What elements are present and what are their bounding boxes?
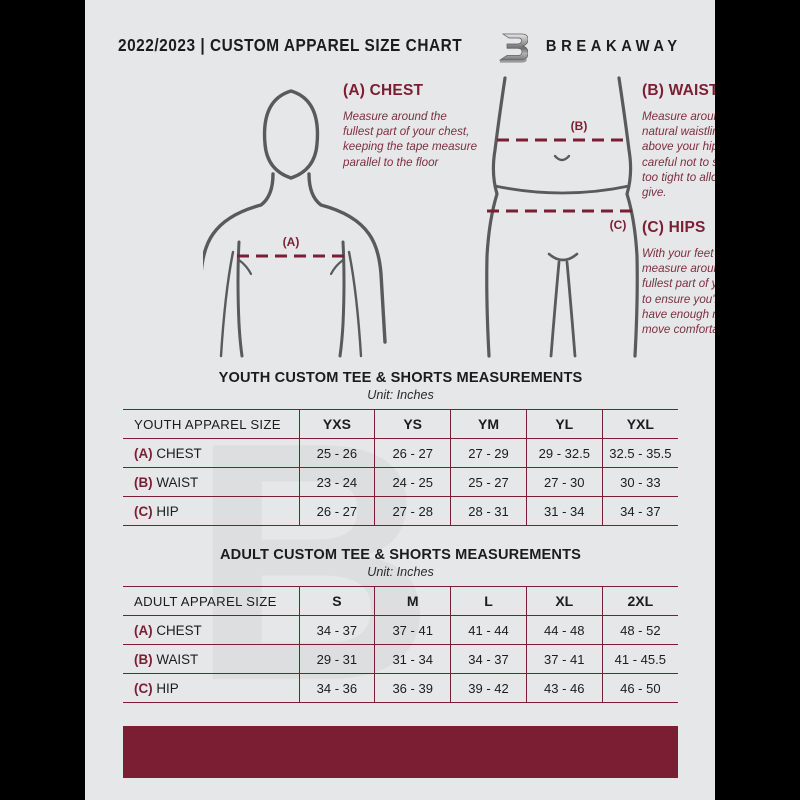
adult-waist-s: 29 - 31 [299,644,376,674]
label-chest: CHEST [156,445,202,461]
adult-chest-m: 37 - 41 [374,615,452,645]
adult-hip-2xl: 46 - 50 [602,673,678,703]
instruction-hips: (C) HIPS With your feet together, measur… [642,219,715,337]
marker-b: (B) [134,474,153,490]
brand-name: BREAKAWAY [546,38,683,55]
adult-size-col-2: L [450,586,527,616]
marker-a: (A) [134,622,153,638]
upper-body-figure: (A) [203,89,387,358]
chest-marker-label: (A) [283,235,300,249]
youth-measurements-table: YOUTH APPAREL SIZE YXS YS YM YL YXL (A) … [123,409,678,526]
adult-size-col-4: 2XL [602,586,678,616]
adult-table-unit: Unit: Inches [367,565,434,579]
waist-marker-label: (B) [571,119,588,133]
lower-body-figure: (B) (C) [485,76,639,358]
instruction-hips-body: With your feet together, measure around … [642,247,715,337]
page-header: 2022/2023 | CUSTOM APPAREL SIZE CHART BR… [85,28,715,64]
table-row: (C) HIP 26 - 27 27 - 28 28 - 31 31 - 34 … [123,496,678,526]
youth-hip-ym: 28 - 31 [450,496,527,526]
label-waist: WAIST [156,651,199,667]
youth-table-section: YOUTH CUSTOM TEE & SHORTS MEASUREMENTS U… [123,370,678,526]
youth-waist-yxl: 30 - 33 [602,467,678,497]
youth-waist-yl: 27 - 30 [526,467,603,497]
label-waist: WAIST [156,474,199,490]
size-chart-page: B 2022/2023 | CUSTOM APPAREL SIZE CHART [85,0,715,800]
page-title: 2022/2023 | CUSTOM APPAREL SIZE CHART [118,34,463,55]
adult-waist-l: 34 - 37 [450,644,527,674]
youth-waist-yxs: 23 - 24 [299,467,376,497]
adult-hip-m: 36 - 39 [374,673,452,703]
instruction-chest-body: Measure around the fullest part of your … [343,110,478,169]
adult-waist-xl: 37 - 41 [526,644,603,674]
youth-size-col-1: YS [374,409,452,439]
youth-size-col-4: YXL [602,409,678,439]
youth-hip-yxl: 34 - 37 [602,496,678,526]
label-hip: HIP [156,680,179,696]
marker-b: (B) [134,651,153,667]
adult-size-col-1: M [374,586,452,616]
youth-row-label-hip: (C) HIP [123,496,300,526]
youth-hip-yxs: 26 - 27 [299,496,376,526]
youth-hip-ys: 27 - 28 [374,496,452,526]
marker-c: (C) [134,503,153,519]
instruction-waist-heading: (B) WAIST [642,82,715,99]
hips-marker-label: (C) [610,218,627,232]
youth-size-col-0: YXS [299,409,376,439]
youth-waist-ym: 25 - 27 [450,467,527,497]
youth-row-label-chest: (A) CHEST [123,438,300,468]
table-header-row: ADULT APPAREL SIZE S M L XL 2XL [123,586,678,616]
youth-table-title: YOUTH CUSTOM TEE & SHORTS MEASUREMENTS [218,370,583,386]
youth-table-unit: Unit: Inches [367,388,434,402]
instruction-waist-body: Measure around your natural waistline – … [642,110,715,200]
instruction-waist: (B) WAIST Measure around your natural wa… [642,82,715,200]
youth-chest-yxl: 32.5 - 35.5 [602,438,678,468]
adult-header-label: ADULT APPAREL SIZE [123,586,300,616]
adult-chest-xl: 44 - 48 [526,615,603,645]
footer-accent-bar [123,726,678,778]
label-hip: HIP [156,503,179,519]
table-header-row: YOUTH APPAREL SIZE YXS YS YM YL YXL [123,409,678,439]
youth-header-label: YOUTH APPAREL SIZE [123,409,300,439]
adult-measurements-table: ADULT APPAREL SIZE S M L XL 2XL (A) CHES… [123,586,678,703]
adult-chest-2xl: 48 - 52 [602,615,678,645]
table-row: (A) CHEST 25 - 26 26 - 27 27 - 29 29 - 3… [123,438,678,468]
adult-chest-l: 41 - 44 [450,615,527,645]
adult-waist-m: 31 - 34 [374,644,452,674]
table-row: (A) CHEST 34 - 37 37 - 41 41 - 44 44 - 4… [123,615,678,645]
youth-chest-yl: 29 - 32.5 [526,438,603,468]
adult-row-label-waist: (B) WAIST [123,644,300,674]
brand-block: BREAKAWAY [498,30,688,64]
instruction-chest-heading: (A) CHEST [343,82,424,99]
table-row: (B) WAIST 29 - 31 31 - 34 34 - 37 37 - 4… [123,644,678,674]
adult-table-section: ADULT CUSTOM TEE & SHORTS MEASUREMENTS U… [123,547,678,703]
adult-waist-2xl: 41 - 45.5 [602,644,678,674]
youth-chest-yxs: 25 - 26 [299,438,376,468]
adult-hip-s: 34 - 36 [299,673,376,703]
label-chest: CHEST [156,622,202,638]
youth-waist-ys: 24 - 25 [374,467,452,497]
adult-table-title: ADULT CUSTOM TEE & SHORTS MEASUREMENTS [219,547,582,563]
adult-chest-s: 34 - 37 [299,615,376,645]
table-row: (B) WAIST 23 - 24 24 - 25 25 - 27 27 - 3… [123,467,678,497]
instruction-hips-heading: (C) HIPS [642,219,706,236]
adult-size-col-0: S [299,586,376,616]
body-figures: (A) (B) (C) [85,70,715,358]
youth-chest-ys: 26 - 27 [374,438,452,468]
youth-chest-ym: 27 - 29 [450,438,527,468]
adult-size-col-3: XL [526,586,603,616]
youth-hip-yl: 31 - 34 [526,496,603,526]
table-row: (C) HIP 34 - 36 36 - 39 39 - 42 43 - 46 … [123,673,678,703]
adult-hip-l: 39 - 42 [450,673,527,703]
instruction-chest: (A) CHEST Measure around the fullest par… [343,82,478,170]
breakaway-b-logo-icon [499,33,529,63]
marker-c: (C) [134,680,153,696]
youth-size-col-3: YL [526,409,603,439]
adult-row-label-chest: (A) CHEST [123,615,300,645]
adult-row-label-hip: (C) HIP [123,673,300,703]
youth-size-col-2: YM [450,409,527,439]
marker-a: (A) [134,445,153,461]
adult-hip-xl: 43 - 46 [526,673,603,703]
youth-row-label-waist: (B) WAIST [123,467,300,497]
